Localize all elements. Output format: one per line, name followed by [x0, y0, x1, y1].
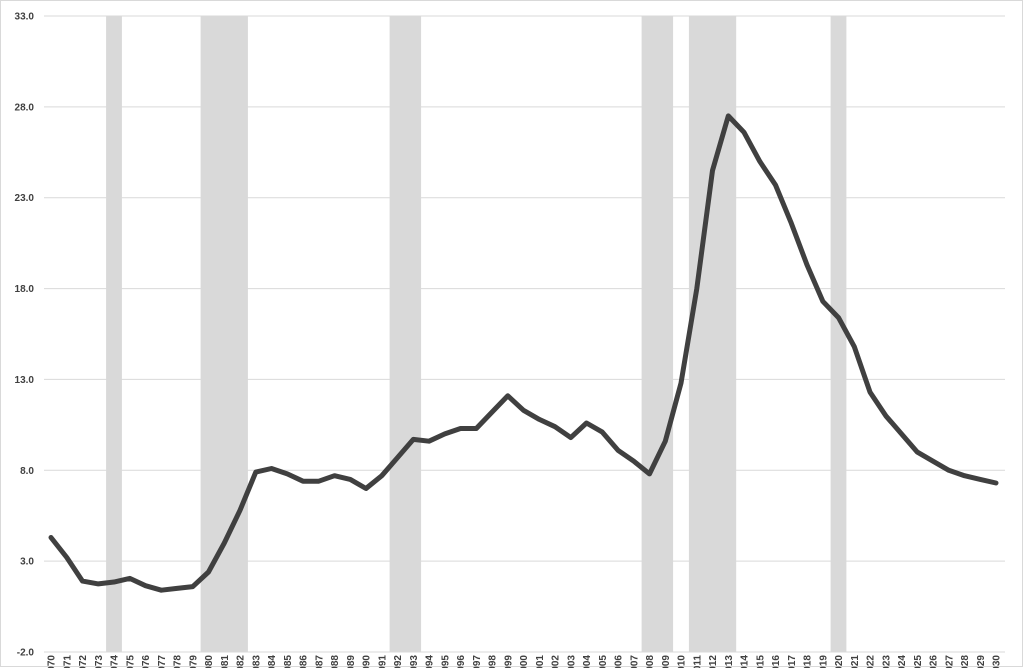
x-tick-label: 2005 — [598, 655, 609, 668]
shaded-period-5 — [831, 16, 847, 652]
x-tick-label: 1975 — [125, 655, 136, 668]
x-tick-label: 2012 — [708, 655, 719, 668]
shaded-period-0 — [106, 16, 122, 652]
x-tick-label: 2030 — [992, 655, 1003, 668]
x-tick-label: 1971 — [62, 655, 73, 668]
x-tick-label: 2027 — [944, 655, 955, 668]
y-tick-label: 13.0 — [15, 375, 35, 386]
x-tick-label: 1988 — [330, 655, 341, 668]
x-tick-label: 1986 — [299, 655, 310, 668]
x-tick-label: 2019 — [818, 655, 829, 668]
x-tick-label: 1980 — [204, 655, 215, 668]
x-tick-label: 1970 — [47, 655, 58, 668]
x-tick-label: 2022 — [866, 655, 877, 668]
x-tick-label: 2008 — [645, 655, 656, 668]
x-tick-label: 1998 — [488, 655, 499, 668]
x-tick-label: 1996 — [456, 655, 467, 668]
x-tick-label: 2009 — [661, 655, 672, 668]
x-tick-label: 2001 — [535, 655, 546, 668]
x-tick-label: 1991 — [377, 655, 388, 668]
shaded-period-3 — [642, 16, 674, 652]
x-tick-label: 1973 — [94, 655, 105, 668]
x-tick-label: 2017 — [787, 655, 798, 668]
x-axis-ticks: 1970 1971 1972 1973 1974 1975 1976 1977 1978 1979… — [47, 655, 1003, 668]
x-tick-label: 2016 — [771, 655, 782, 668]
x-tick-label: 2015 — [755, 655, 766, 668]
x-tick-label: 1983 — [251, 655, 262, 668]
x-tick-label: 1987 — [314, 655, 325, 668]
y-tick-label: 8.0 — [20, 466, 34, 477]
y-axis-ticks: 33.0 28.0 23.0 18.0 13.0 8.0 3.0 -2.0 — [15, 12, 35, 659]
y-tick-label: 3.0 — [20, 557, 34, 568]
x-tick-label: 2018 — [803, 655, 814, 668]
x-tick-label: 1984 — [267, 655, 278, 668]
x-tick-label: 2004 — [582, 655, 593, 668]
x-tick-label: 2028 — [960, 655, 971, 668]
x-tick-label: 1976 — [141, 655, 152, 668]
x-tick-label: 1974 — [110, 655, 121, 668]
x-tick-label: 1982 — [236, 655, 247, 668]
x-tick-label: 2013 — [724, 655, 735, 668]
x-tick-label: 1994 — [425, 655, 436, 668]
x-tick-label: 2002 — [551, 655, 562, 668]
x-tick-label: 1981 — [220, 655, 231, 668]
x-tick-label: 2026 — [929, 655, 940, 668]
x-tick-label: 2010 — [677, 655, 688, 668]
y-tick-label: -2.0 — [17, 648, 35, 659]
x-tick-label: 1977 — [157, 655, 168, 668]
series-line-0 — [51, 116, 996, 590]
x-tick-label: 1999 — [503, 655, 514, 668]
x-tick-label: 2000 — [519, 655, 530, 668]
x-tick-label: 1979 — [188, 655, 199, 668]
x-tick-label: 2007 — [629, 655, 640, 668]
y-tick-label: 23.0 — [15, 193, 35, 204]
series-layer — [51, 116, 996, 591]
x-tick-label: 2020 — [834, 655, 845, 668]
x-tick-label: 1990 — [362, 655, 373, 668]
y-tick-label: 28.0 — [15, 102, 35, 113]
shaded-period-2 — [390, 16, 422, 652]
x-tick-label: 1985 — [283, 655, 294, 668]
x-tick-label: 1992 — [393, 655, 404, 668]
y-tick-label: 18.0 — [15, 284, 35, 295]
x-tick-label: 2014 — [740, 655, 751, 668]
gridlines — [44, 16, 1005, 652]
x-tick-label: 2003 — [566, 655, 577, 668]
x-tick-label: 2029 — [976, 655, 987, 668]
x-tick-label: 2024 — [897, 655, 908, 668]
y-tick-label: 33.0 — [15, 12, 35, 23]
x-tick-label: 1993 — [409, 655, 420, 668]
shaded-period-1 — [201, 16, 248, 652]
x-tick-label: 2021 — [850, 655, 861, 668]
x-tick-label: 1995 — [440, 655, 451, 668]
x-tick-label: 1978 — [173, 655, 184, 668]
x-tick-label: 1989 — [346, 655, 357, 668]
x-tick-label: 2006 — [614, 655, 625, 668]
x-tick-label: 2023 — [881, 655, 892, 668]
x-tick-label: 2025 — [913, 655, 924, 668]
x-tick-label: 2011 — [692, 655, 703, 668]
x-tick-label: 1972 — [78, 655, 89, 668]
x-tick-label: 1997 — [472, 655, 483, 668]
shaded-period-4 — [689, 16, 736, 652]
